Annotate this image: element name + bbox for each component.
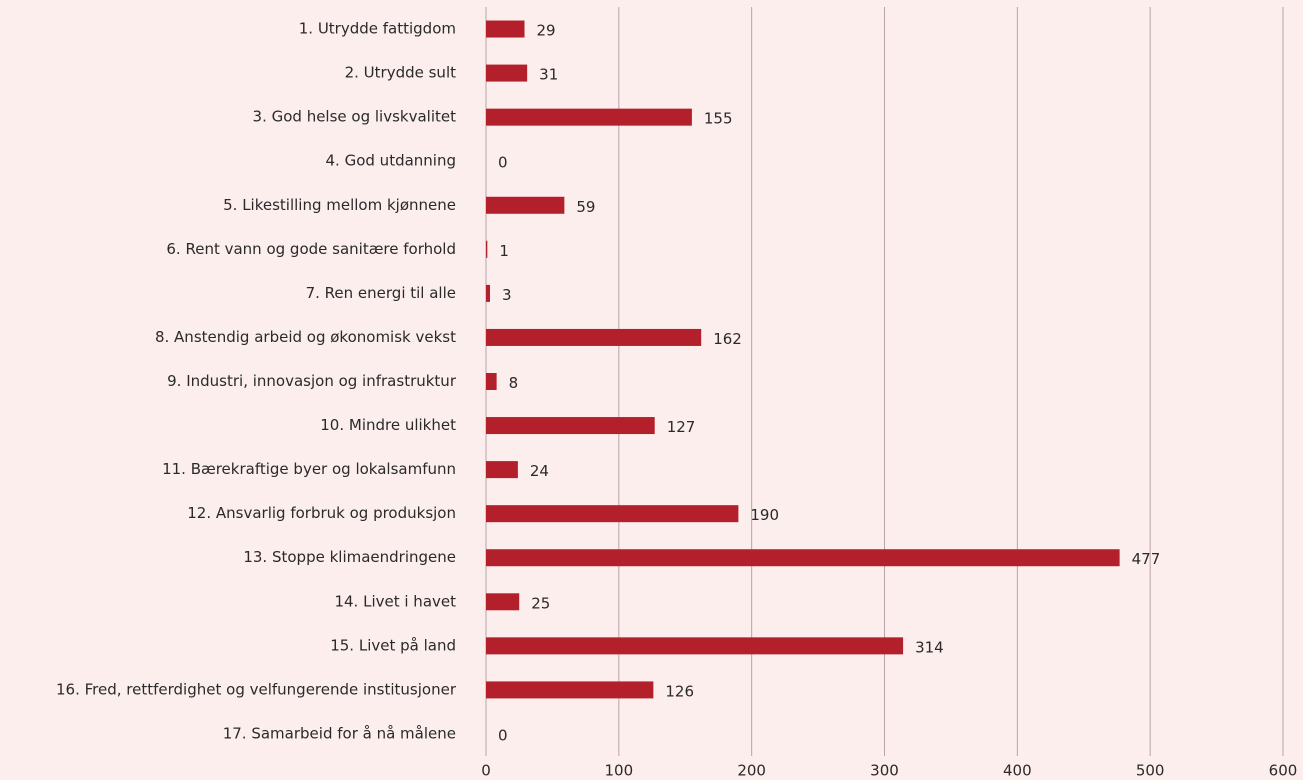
value-label: 8	[509, 374, 519, 392]
bar	[486, 196, 565, 214]
y-tick-label: 16. Fred, rettferdighet og velfungerende…	[56, 680, 457, 698]
bar	[486, 20, 525, 38]
y-tick-label: 3. God helse og livskvalitet	[253, 108, 457, 126]
y-tick-label: 4. God utdanning	[326, 152, 456, 170]
x-tick-label: 600	[1269, 762, 1298, 780]
bar	[486, 373, 497, 390]
value-label: 155	[704, 110, 733, 128]
value-label: 29	[537, 22, 556, 40]
x-tick-label: 0	[481, 762, 491, 780]
value-label: 477	[1132, 550, 1161, 568]
y-tick-label: 2. Utrydde sult	[345, 64, 457, 82]
y-tick-label: 1. Utrydde fattigdom	[299, 20, 456, 38]
y-tick-label: 9. Industri, innovasjon og infrastruktur	[167, 372, 457, 390]
bar	[486, 64, 528, 82]
x-tick-label: 500	[1136, 762, 1165, 780]
bar	[486, 549, 1120, 567]
value-label: 162	[713, 330, 742, 348]
y-tick-label: 6. Rent vann og gode sanitære forhold	[166, 240, 456, 258]
value-label: 0	[498, 154, 508, 172]
bar	[486, 593, 520, 611]
value-label: 1	[499, 242, 509, 260]
value-label: 3	[502, 286, 512, 304]
y-tick-label: 8. Anstendig arbeid og økonomisk vekst	[155, 328, 456, 346]
value-label: 25	[531, 594, 550, 612]
x-tick-label: 400	[1003, 762, 1032, 780]
y-tick-label: 14. Livet i havet	[334, 592, 456, 610]
y-tick-label: 11. Bærekraftige byer og lokalsamfunn	[162, 460, 456, 478]
bar	[486, 417, 655, 435]
value-label: 0	[498, 726, 508, 744]
bar	[486, 505, 739, 523]
bar	[486, 240, 488, 258]
y-tick-label: 17. Samarbeid for å nå målene	[223, 724, 456, 742]
y-tick-label: 10. Mindre ulikhet	[320, 416, 456, 434]
y-tick-label: 7. Ren energi til alle	[306, 284, 456, 302]
value-label: 190	[750, 506, 779, 524]
value-label: 59	[576, 198, 595, 216]
x-tick-label: 300	[870, 762, 899, 780]
x-tick-label: 100	[605, 762, 634, 780]
bar	[486, 328, 702, 346]
bar	[486, 284, 490, 302]
bar	[486, 637, 904, 655]
value-label: 314	[915, 638, 944, 656]
value-label: 24	[530, 462, 549, 480]
x-tick-label: 200	[737, 762, 766, 780]
y-tick-label: 15. Livet på land	[330, 636, 456, 654]
value-label: 127	[667, 418, 696, 436]
bar	[486, 681, 654, 699]
y-tick-label: 5. Likestilling mellom kjønnene	[223, 196, 456, 214]
bar	[486, 461, 518, 479]
y-tick-label: 13. Stoppe klimaendringene	[243, 548, 456, 566]
y-tick-label: 12. Ansvarlig forbruk og produksjon	[187, 504, 456, 522]
value-label: 126	[665, 682, 694, 700]
value-label: 31	[539, 66, 558, 84]
bar	[486, 108, 692, 126]
